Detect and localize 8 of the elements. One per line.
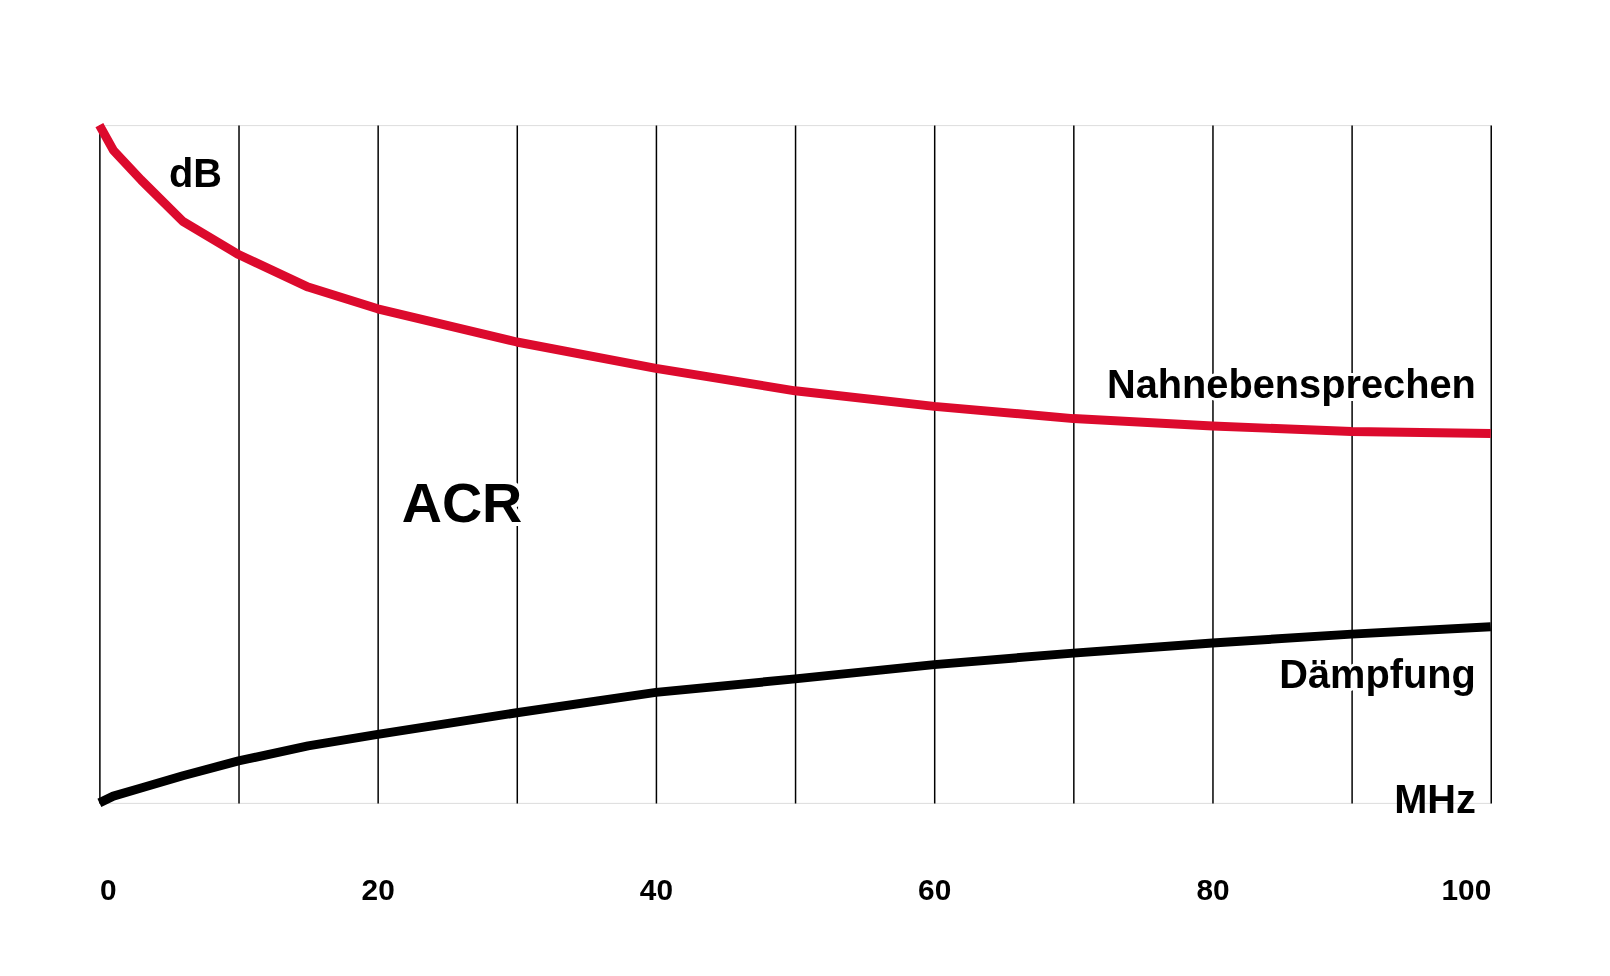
x-axis-title: MHz [1394,776,1476,821]
x-tick-label: 40 [639,872,673,906]
y-axis-title: dB [168,150,222,195]
x-tick-label: 0 [99,872,117,906]
x-tick-label: 60 [918,872,952,906]
x-tick-label: 80 [1196,872,1230,906]
x-tick-label: 100 [1441,872,1492,906]
x-tick-label: 20 [361,872,395,906]
